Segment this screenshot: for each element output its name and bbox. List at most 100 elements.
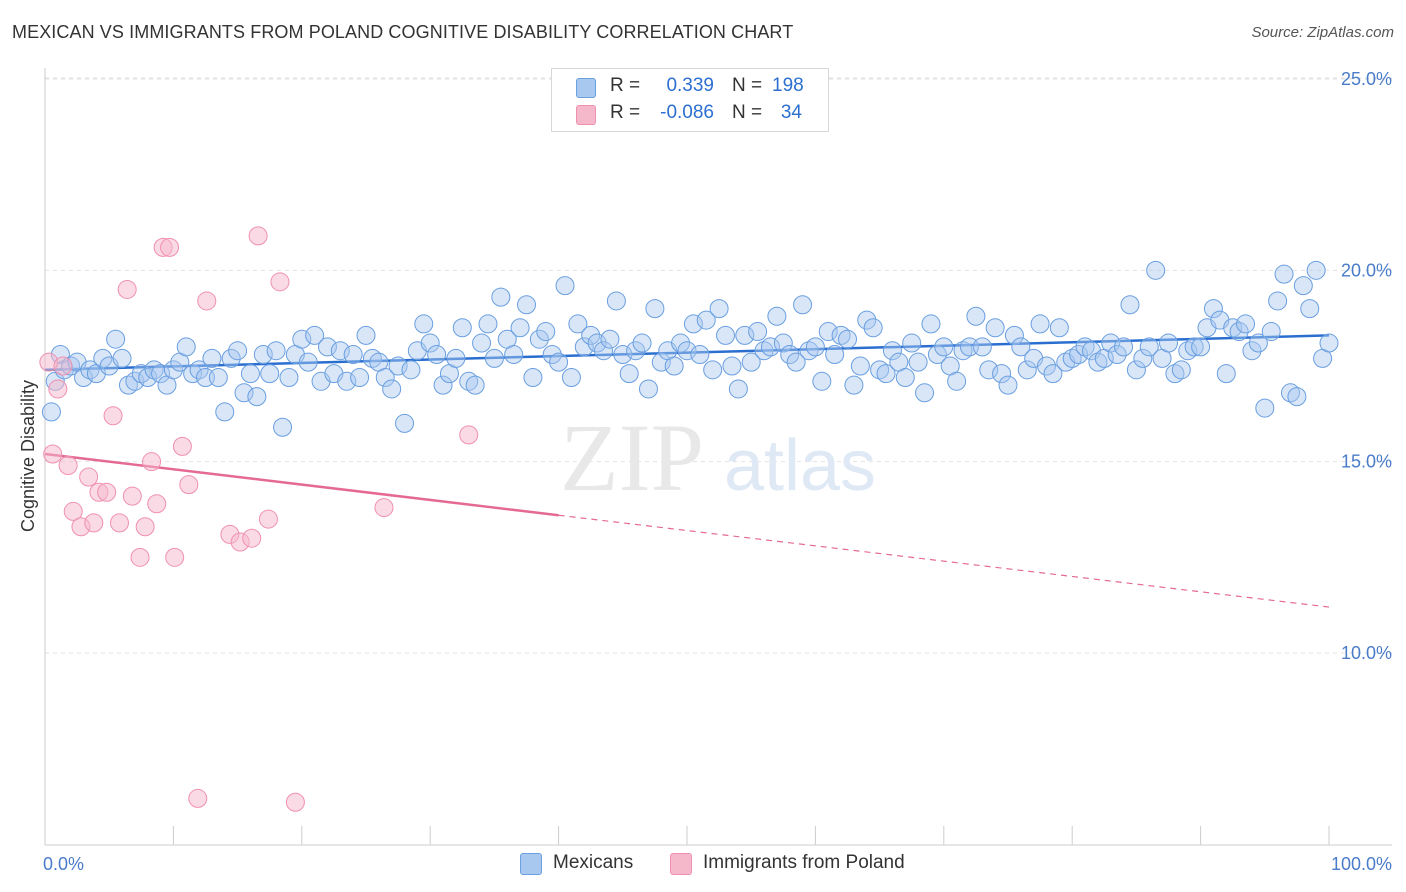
mexicans-point <box>1011 337 1031 357</box>
mexicans-point <box>510 318 530 338</box>
poland-point <box>103 406 123 426</box>
poland-point <box>179 475 199 495</box>
mexicans-point <box>452 318 472 338</box>
mexicans-point <box>292 329 312 349</box>
mexicans-point <box>279 367 299 387</box>
poland-point <box>165 547 185 567</box>
poland-point <box>188 788 208 808</box>
mexicans-point <box>908 352 928 372</box>
poland-point <box>109 513 129 533</box>
mexicans-point <box>555 276 575 296</box>
mexicans-point <box>228 341 248 361</box>
mexicans-point <box>587 333 607 353</box>
mexicans-point <box>838 329 857 349</box>
poland-point <box>58 455 78 475</box>
mexicans-point <box>221 348 241 368</box>
y-tick-label: 15.0% <box>1341 452 1392 472</box>
mexicans-point <box>728 379 748 399</box>
mexicans-point <box>716 325 736 345</box>
legend-n-label: N = <box>732 75 763 96</box>
poland-point <box>53 356 73 376</box>
mexicans-point <box>1242 341 1262 361</box>
mexicans-point <box>760 337 780 357</box>
mexicans-point <box>1159 333 1178 353</box>
mexicans-point <box>1004 325 1024 345</box>
source-label: Source: ZipAtlas.com <box>1251 24 1394 41</box>
legend-n-value: 198 <box>772 75 804 96</box>
mexicans-point <box>1261 322 1281 342</box>
mexicans-point <box>1146 260 1166 280</box>
axes <box>44 68 1392 846</box>
poland-point <box>84 513 104 533</box>
poland-trend-line-extension <box>558 514 1330 608</box>
mexicans-point <box>683 314 703 334</box>
mexicans-point <box>671 333 691 353</box>
poland-point <box>122 486 142 506</box>
legend-n-label: N = <box>732 102 763 123</box>
mexicans-point <box>298 352 318 372</box>
mexicans-point <box>844 375 864 395</box>
mexicans-point <box>1255 398 1275 418</box>
bottom-legend-label-mexicans: Mexicans <box>553 852 634 873</box>
poland-point <box>374 498 394 518</box>
poland-point <box>130 547 150 567</box>
bottom-legend-mexicans: Mexicans <box>520 852 660 876</box>
mexicans-point <box>1043 364 1063 384</box>
mexicans-point <box>1107 345 1127 365</box>
mexicans-point <box>561 367 581 387</box>
mexicans-point <box>1133 348 1153 368</box>
mexicans-point <box>330 341 350 361</box>
mexicans-point <box>690 345 710 365</box>
mexicans-point <box>773 333 793 353</box>
mexicans-point <box>317 337 337 357</box>
mexicans-point <box>401 360 421 380</box>
mexicans-point <box>41 402 61 422</box>
mexicans-point <box>979 360 999 380</box>
mexicans-point <box>1049 318 1069 338</box>
mexicans-point <box>337 371 357 391</box>
mexicans-point <box>1319 333 1339 353</box>
mexicans-point <box>446 348 466 368</box>
mexicans-point <box>915 383 935 403</box>
mexicans-point <box>472 333 492 353</box>
mexicans-point <box>1229 322 1249 342</box>
mexicans-point <box>696 310 716 330</box>
bottom-legend-label-poland: Immigrants from Poland <box>703 852 905 873</box>
mexicans-point <box>645 299 665 319</box>
mexicans-point <box>266 341 286 361</box>
mexicans-point <box>947 371 967 391</box>
legend-r-value: 0.339 <box>666 75 714 96</box>
mexicans-point <box>247 387 267 407</box>
mexicans-point <box>1139 337 1159 357</box>
mexicans-point <box>414 314 434 334</box>
poland-point <box>248 226 268 246</box>
mexicans-point <box>921 314 941 334</box>
y-axis-label: Cognitive Disability <box>18 380 38 532</box>
poland-point <box>160 237 180 257</box>
mexicans-point <box>176 337 196 357</box>
mexicans-point <box>876 364 896 384</box>
poland-point <box>285 792 305 812</box>
mexicans-point <box>626 341 646 361</box>
mexicans-point <box>966 306 986 326</box>
mexicans-point <box>93 348 113 368</box>
mexicans-point <box>619 364 639 384</box>
mexicans-point <box>825 345 845 365</box>
mexicans-point <box>786 352 806 372</box>
mexicans-point <box>664 356 684 376</box>
poland-point <box>147 494 167 514</box>
y-tick-label: 20.0% <box>1341 260 1392 280</box>
y-tick-label: 10.0% <box>1341 643 1392 663</box>
mexicans-point <box>484 348 504 368</box>
mexicans-point <box>741 352 761 372</box>
mexicans-point <box>1017 360 1037 380</box>
mexicans-point <box>215 402 235 422</box>
mexicans-point <box>1248 333 1268 353</box>
poland-point <box>459 425 479 445</box>
poland-point <box>197 291 217 311</box>
trend-lines <box>44 334 1330 608</box>
mexicans-point <box>902 333 922 353</box>
bottom-legend-poland: Immigrants from Poland <box>670 852 930 876</box>
mexicans-point <box>703 360 723 380</box>
mexicans-point <box>395 413 415 433</box>
